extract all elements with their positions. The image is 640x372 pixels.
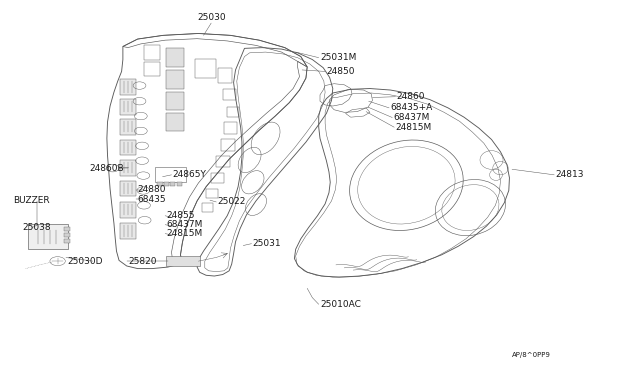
Text: 24865Y: 24865Y	[173, 170, 207, 179]
Text: 25022: 25022	[218, 198, 246, 206]
FancyBboxPatch shape	[28, 224, 68, 249]
Text: 24813: 24813	[556, 170, 584, 179]
Text: 25031M: 25031M	[320, 53, 356, 62]
Text: 24815M: 24815M	[166, 229, 203, 238]
Text: BUZZER: BUZZER	[13, 196, 49, 205]
Text: 24880: 24880	[138, 185, 166, 194]
FancyBboxPatch shape	[157, 182, 163, 186]
Text: 24850: 24850	[326, 67, 355, 76]
FancyBboxPatch shape	[164, 182, 169, 186]
FancyBboxPatch shape	[166, 113, 184, 131]
Text: 25820: 25820	[128, 257, 157, 266]
FancyBboxPatch shape	[166, 92, 184, 110]
FancyBboxPatch shape	[166, 256, 200, 266]
FancyBboxPatch shape	[64, 233, 70, 237]
Text: 25030D: 25030D	[67, 257, 102, 266]
FancyBboxPatch shape	[177, 182, 182, 186]
Text: 24815M: 24815M	[396, 123, 432, 132]
FancyBboxPatch shape	[120, 79, 136, 95]
Text: 68435: 68435	[138, 195, 166, 203]
FancyBboxPatch shape	[64, 227, 70, 231]
FancyBboxPatch shape	[120, 181, 136, 196]
FancyBboxPatch shape	[166, 48, 184, 67]
FancyBboxPatch shape	[166, 70, 184, 89]
Text: AP/8^0PP9: AP/8^0PP9	[512, 352, 551, 358]
FancyBboxPatch shape	[120, 160, 136, 176]
Text: 24860B: 24860B	[90, 164, 124, 173]
Text: 68437M: 68437M	[394, 113, 430, 122]
FancyBboxPatch shape	[64, 239, 70, 243]
Text: 68435+A: 68435+A	[390, 103, 433, 112]
Text: 25031: 25031	[253, 239, 282, 248]
Text: 25038: 25038	[22, 223, 51, 232]
Text: 24855: 24855	[166, 211, 195, 220]
Text: 25030: 25030	[197, 13, 225, 22]
Text: 25010AC: 25010AC	[320, 300, 361, 309]
FancyBboxPatch shape	[120, 119, 136, 135]
FancyBboxPatch shape	[120, 140, 136, 155]
FancyBboxPatch shape	[170, 182, 175, 186]
FancyBboxPatch shape	[120, 202, 136, 218]
FancyBboxPatch shape	[120, 223, 136, 239]
FancyBboxPatch shape	[120, 99, 136, 115]
Text: 24860: 24860	[397, 92, 426, 101]
Text: 68437M: 68437M	[166, 220, 203, 229]
